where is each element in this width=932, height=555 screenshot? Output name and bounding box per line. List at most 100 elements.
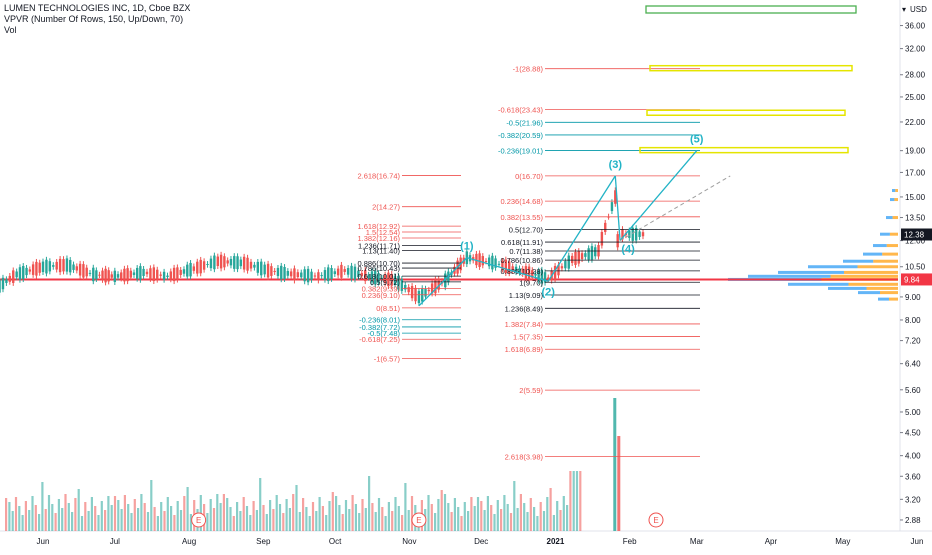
y-tick-label: 8.00 [905, 316, 921, 325]
candle-body [580, 253, 584, 260]
volume-bar [476, 497, 480, 531]
candle-body [132, 272, 136, 275]
fib-label-left: 0.5(9.72) [370, 278, 401, 287]
fib-label-right: 0.236(14.68) [500, 197, 543, 206]
elliott-wave-segment [418, 257, 468, 307]
candle-body [149, 268, 152, 279]
candle-body [343, 269, 346, 272]
volume-bar [397, 506, 400, 531]
candle-body [135, 267, 139, 279]
legend-volume: Vol [4, 25, 17, 35]
fib-label-left: 1.382(12.16) [357, 234, 400, 243]
candle-body [266, 263, 270, 278]
candle-body [303, 269, 306, 282]
volume-bar [113, 496, 117, 531]
volume-bar [295, 485, 298, 531]
volume-bar [104, 510, 107, 531]
candle-body [511, 266, 514, 271]
volume-bar [285, 499, 288, 531]
candle-body [78, 263, 82, 276]
candle-body [540, 269, 544, 284]
elliott-wave-segment [466, 257, 549, 282]
volume-bar [427, 495, 430, 531]
candle-body [101, 270, 104, 280]
volume-bar [21, 515, 24, 531]
vpvr-up-bar [778, 270, 844, 274]
candle-body [508, 261, 511, 274]
vpvr-down-bar [830, 274, 898, 278]
elliott-wave-label: (5) [690, 134, 704, 146]
volume-bar [183, 496, 186, 531]
candle-body [444, 273, 447, 288]
candle-body [527, 266, 531, 280]
y-tick-label: 5.60 [905, 386, 921, 395]
volume-bar [305, 507, 308, 531]
candle-body [313, 275, 317, 277]
candle-body [186, 264, 189, 277]
volume-bar [377, 498, 381, 531]
volume-bar [90, 497, 93, 531]
candle-body [323, 270, 327, 280]
candle-body [95, 270, 98, 280]
candle-body [531, 270, 534, 278]
volume-bar [120, 509, 123, 531]
volume-bar [404, 483, 407, 531]
fib-label-right: 0.5(12.70) [509, 226, 544, 235]
volume-bar [242, 497, 245, 531]
candle-body [377, 273, 380, 283]
fib-label-right: -0.236(19.01) [498, 147, 544, 156]
volume-bar [513, 481, 516, 531]
vpvr-down-bar [844, 270, 898, 274]
volume-bar [232, 516, 235, 531]
legend-indicator: VPVR (Number Of Rows, 150, Up/Down, 70) [4, 14, 184, 24]
vpvr-down-bar [889, 232, 898, 236]
volume-bar [255, 510, 258, 531]
y-tick-label: 7.20 [905, 337, 921, 346]
candle-body [604, 222, 607, 232]
y-tick-label: 15.00 [905, 193, 926, 202]
candle-body [129, 270, 132, 278]
candle-body [113, 270, 117, 283]
candle-body [484, 261, 488, 263]
y-tick-label: 10.50 [905, 263, 926, 272]
price-tag-label: 9.84 [904, 275, 920, 284]
volume-bar [569, 471, 572, 531]
volume-bar [318, 497, 321, 531]
y-tick-label: 5.00 [905, 408, 921, 417]
candle-body [256, 261, 260, 273]
candle-body [487, 257, 491, 267]
candle-body [18, 267, 22, 280]
volume-bar [536, 516, 539, 531]
volume-bar [94, 506, 97, 531]
vpvr-down-bar [866, 286, 898, 290]
volume-bar [252, 501, 255, 531]
candle-body [273, 270, 276, 273]
volume-bar [117, 500, 120, 531]
volume-bar [156, 516, 159, 531]
volume-bar [562, 496, 565, 531]
candle-body [631, 227, 634, 241]
fib-label-left: 0.382(9.39) [362, 285, 401, 294]
volume-bar [496, 500, 499, 531]
volume-bar [146, 512, 150, 531]
volume-bar [186, 487, 189, 531]
trend-dashed-line [619, 175, 731, 242]
volume-bar [272, 509, 275, 531]
candle-body [126, 268, 129, 282]
volume-bar [460, 516, 463, 531]
y-tick-label: 25.00 [905, 93, 926, 102]
volume-bar [368, 476, 371, 531]
volume-bar [539, 502, 542, 531]
candle-body [152, 267, 156, 282]
volume-bar [559, 510, 562, 531]
volume-bar [239, 511, 242, 531]
fib-label-left: -0.5(7.48) [367, 329, 400, 338]
vpvr-down-bar [889, 297, 898, 301]
volume-bar [24, 501, 27, 531]
candle-body [116, 274, 120, 278]
volume-bar [262, 505, 265, 531]
volume-bar [176, 501, 179, 531]
candle-body [410, 286, 414, 299]
